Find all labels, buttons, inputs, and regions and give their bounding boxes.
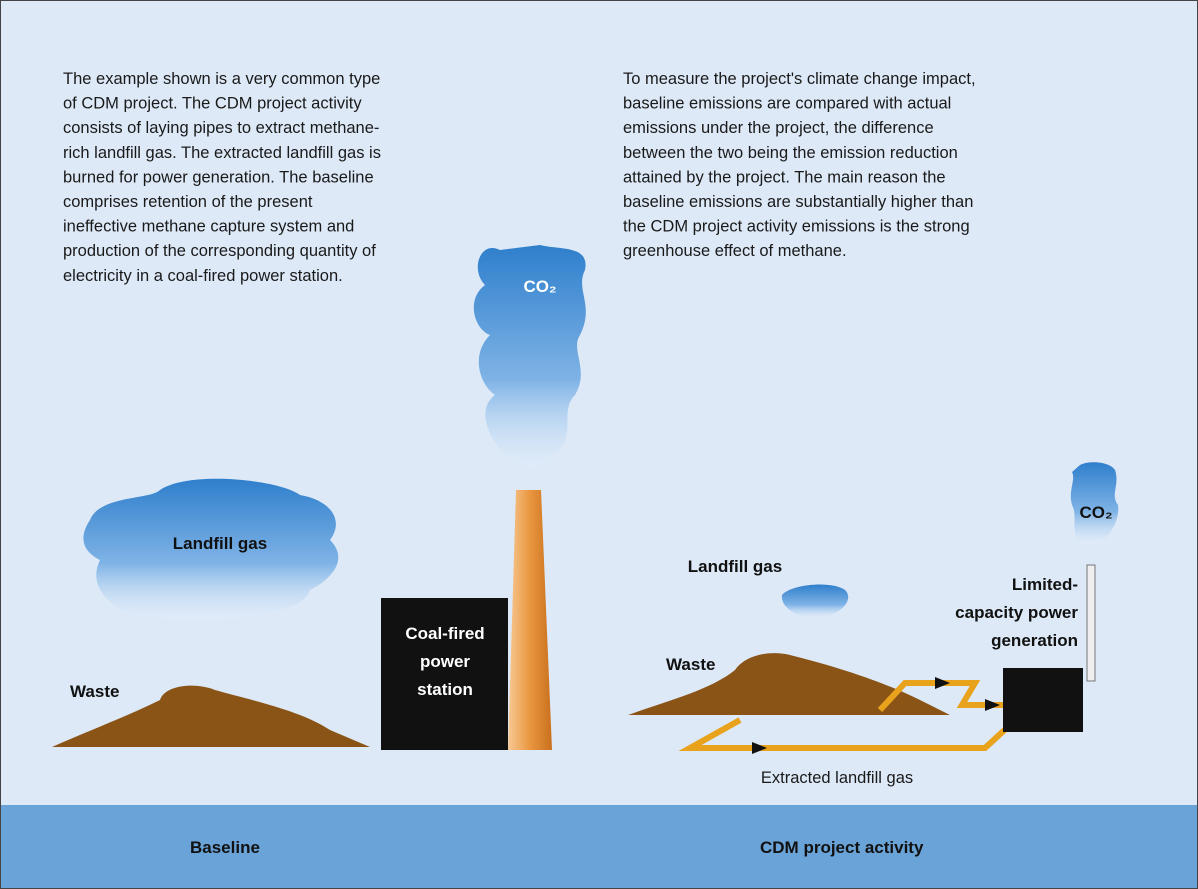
footer-label: CDM project activity — [760, 838, 924, 857]
paragraph-line: emissions under the project, the differe… — [623, 119, 934, 137]
waste-label: Waste — [666, 655, 715, 674]
station-label: station — [417, 680, 473, 699]
waste-label: Waste — [70, 682, 119, 701]
paragraph-line: attained by the project. The main reason… — [623, 168, 946, 186]
paragraph-line: electricity in a coal-fired power statio… — [63, 267, 343, 285]
paragraph-line: To measure the project's climate change … — [623, 70, 976, 88]
cloud-label: Landfill gas — [173, 534, 267, 553]
paragraph-line: consists of laying pipes to extract meth… — [63, 119, 379, 137]
generation-label: capacity power — [955, 603, 1078, 622]
generation-label: generation — [991, 631, 1078, 650]
paragraph-line: the CDM project activity emissions is th… — [623, 218, 970, 236]
pipe-label: Extracted landfill gas — [761, 769, 913, 787]
paragraph-line: burned for power generation. The baselin… — [63, 168, 374, 186]
left-paragraph: The example shown is a very common type o… — [63, 70, 381, 285]
paragraph-line: between the two being the emission reduc… — [623, 144, 958, 162]
diagram: The example shown is a very common type o… — [0, 0, 1198, 889]
cloud-label: Landfill gas — [688, 557, 782, 576]
paragraph-line: comprises retention of the present — [63, 193, 313, 211]
power-generator — [1003, 668, 1083, 732]
paragraph-line: ineffective methane capture system and — [63, 218, 354, 236]
paragraph-line: greenhouse effect of methane. — [623, 242, 847, 260]
paragraph-line: The example shown is a very common type — [63, 70, 380, 88]
paragraph-line: baseline emissions are substantially hig… — [623, 193, 973, 211]
footer-label: Baseline — [190, 838, 260, 857]
power-station — [381, 598, 508, 750]
paragraph-line: rich landfill gas. The extracted landfil… — [63, 144, 381, 162]
generation-label: Limited- — [1012, 575, 1078, 594]
station-label: power — [420, 652, 470, 671]
co2-label: CO₂ — [523, 277, 556, 296]
station-label: Coal-fired — [405, 624, 484, 643]
footer-band — [1, 805, 1197, 888]
small-chimney — [1087, 565, 1095, 681]
paragraph-line: production of the corresponding quantity… — [63, 242, 376, 260]
co2-label: CO₂ — [1079, 503, 1112, 522]
paragraph-line: of CDM project. The CDM project activity — [63, 95, 362, 113]
page: { "left_text": {"lines": [ "The example … — [0, 0, 1198, 889]
paragraph-line: baseline emissions are compared with act… — [623, 95, 951, 113]
